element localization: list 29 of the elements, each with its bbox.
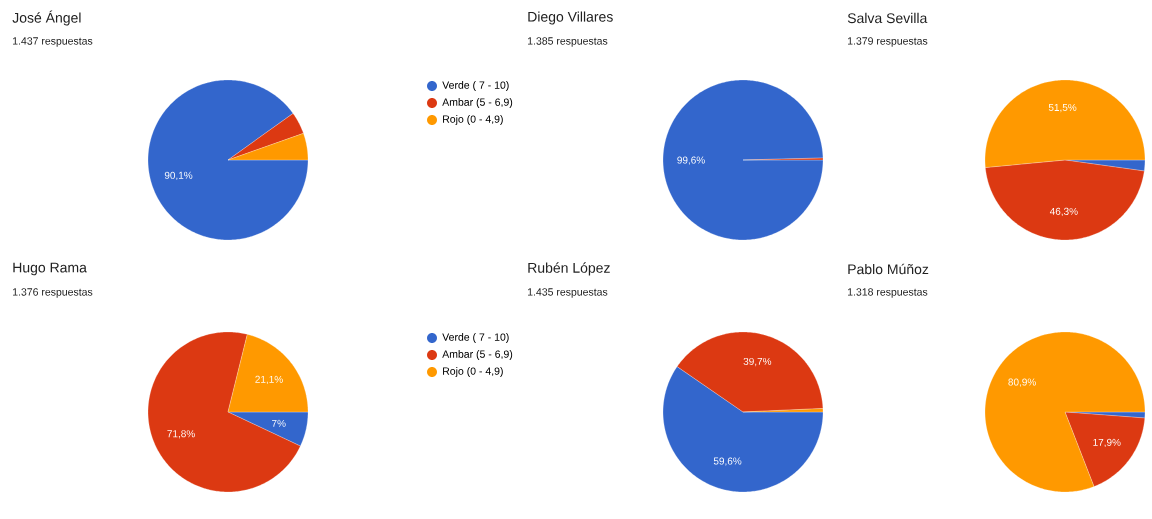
text: 1.318 respuestas [848, 288, 928, 298]
chart-title: Diego Villares [528, 11, 613, 25]
data-label: 21,1% [255, 375, 283, 385]
legend-label: Ambar (5 - 6,9) [442, 98, 513, 108]
legend-label: Verde ( 7 - 10) [442, 81, 509, 91]
text: 1.379 respuestas [848, 37, 928, 47]
data-label: 7% [272, 419, 286, 427]
data-label: 71,8% [167, 430, 195, 439]
chart-title: Rubén López [528, 262, 610, 276]
data-label: 39,7% [743, 357, 772, 367]
data-label: 17,9% [1093, 438, 1121, 448]
legend-label: Ambar (5 - 6,9) [442, 350, 513, 360]
legend-label: Rojo (0 - 4,9) [443, 115, 503, 125]
text: 1.437 respuestas [13, 37, 93, 47]
legend-label: Verde ( 7 - 10) [442, 333, 509, 343]
text: 1.376 respuestas [13, 288, 93, 298]
legend-label: Rojo (0 - 4,9) [443, 367, 503, 377]
data-label: 51,5% [1048, 103, 1077, 113]
data-label: 99,6% [677, 156, 705, 165]
chart-title: Hugo Rama [13, 262, 87, 276]
data-label: 46,3% [1049, 207, 1078, 217]
data-label: 59,6% [713, 457, 742, 466]
text: 1.385 respuestas [528, 37, 608, 47]
data-label: 80,9% [1008, 378, 1036, 387]
chart-title: Pablo Múñoz [848, 263, 929, 275]
chart-title: Salva Sevilla [847, 12, 928, 24]
data-label: 90,1% [164, 171, 193, 181]
chart-title: José Ángel [12, 10, 81, 26]
text: 1.435 respuestas [528, 288, 608, 298]
